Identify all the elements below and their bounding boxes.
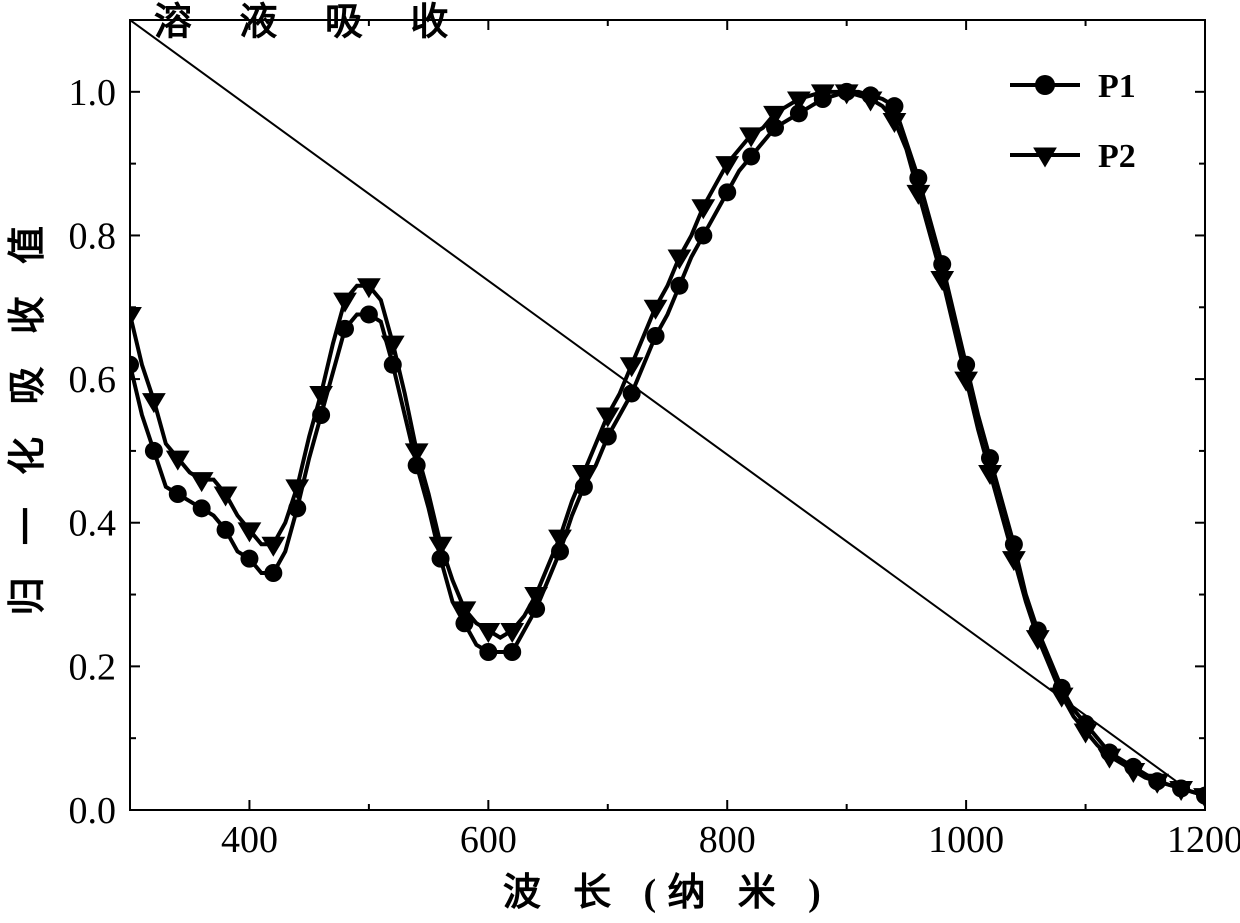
legend-label-P2: P2 bbox=[1098, 138, 1136, 175]
svg-text:400: 400 bbox=[221, 819, 278, 861]
svg-text:1200: 1200 bbox=[1167, 819, 1240, 861]
plot-annotation: 溶 液 吸 收 bbox=[154, 1, 468, 43]
svg-text:0.4: 0.4 bbox=[69, 503, 117, 545]
absorption-chart: 400 600 800 1000 1200 0.0 0.2 0.4 0.6 0.8 1.0 波 长 (… bbox=[0, 0, 1240, 923]
svg-text:800: 800 bbox=[699, 819, 756, 861]
svg-text:0.2: 0.2 bbox=[69, 646, 117, 688]
svg-text:1000: 1000 bbox=[928, 819, 1004, 861]
y-axis-label: 归 一 化 吸 收 值 bbox=[7, 215, 49, 616]
x-axis-label: 波 长 (纳 米 ) bbox=[503, 872, 832, 914]
chart-container: 400 600 800 1000 1200 0.0 0.2 0.4 0.6 0.8 1.0 波 长 (… bbox=[0, 0, 1240, 923]
svg-text:0.8: 0.8 bbox=[69, 215, 117, 257]
svg-text:600: 600 bbox=[460, 819, 517, 861]
svg-text:0.6: 0.6 bbox=[69, 359, 117, 401]
svg-text:0.0: 0.0 bbox=[69, 790, 117, 832]
svg-text:1.0: 1.0 bbox=[69, 72, 117, 114]
legend-label-P1: P1 bbox=[1098, 68, 1136, 105]
